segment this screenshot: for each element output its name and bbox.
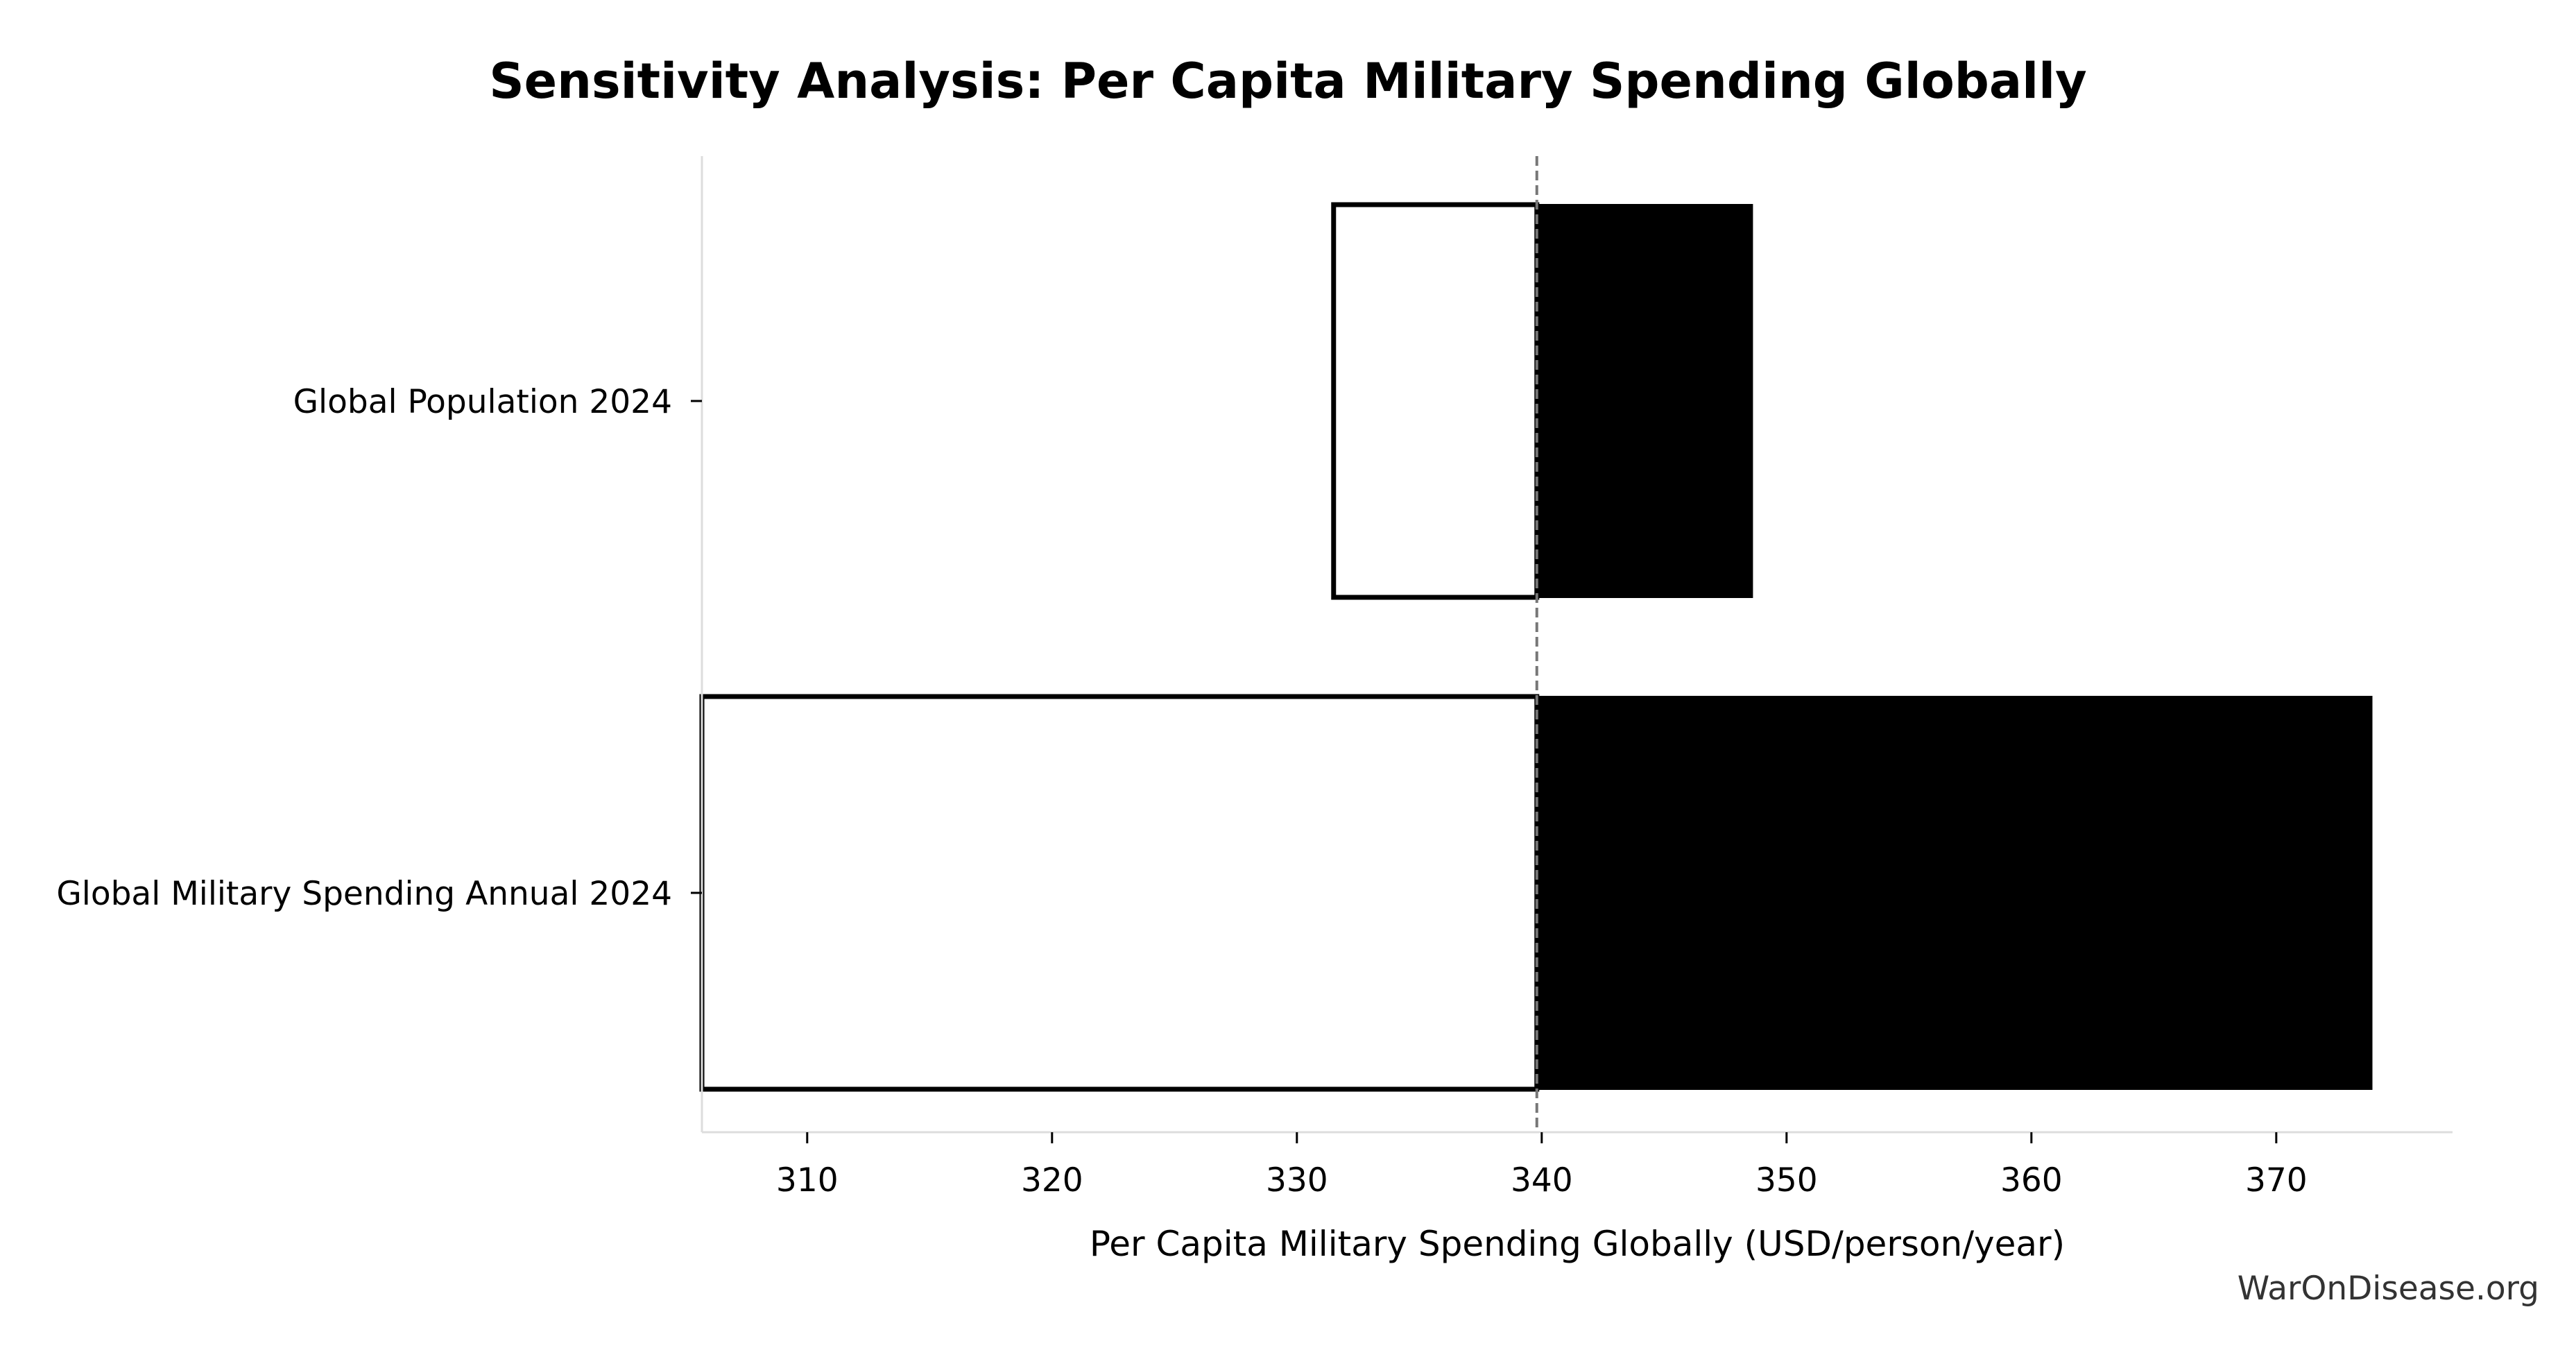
y-category-label-1: Global Military Spending Annual 2024 xyxy=(56,875,672,913)
x-ticks: 310 320 330 340 350 360 370 xyxy=(776,1132,2308,1200)
x-tick-label-2: 330 xyxy=(1266,1161,1328,1200)
x-tick-label-0: 310 xyxy=(776,1161,839,1200)
y-categories: Global Population 2024 Global Military Sp… xyxy=(56,383,702,913)
chart-title: Sensitivity Analysis: Per Capita Militar… xyxy=(489,53,2087,110)
x-tick-label-4: 350 xyxy=(1755,1161,1818,1200)
x-tick-label-1: 320 xyxy=(1021,1161,1083,1200)
x-tick-label-3: 340 xyxy=(1511,1161,1573,1200)
bar-high-1 xyxy=(1536,696,2373,1090)
y-category-label-0: Global Population 2024 xyxy=(293,383,672,421)
watermark-text: WarOnDisease.org xyxy=(2237,1270,2539,1308)
x-tick-label-6: 370 xyxy=(2245,1161,2308,1200)
x-tick-label-5: 360 xyxy=(2000,1161,2063,1200)
bars-layer xyxy=(699,202,2373,1092)
bar-low-0 xyxy=(1331,202,1540,600)
bar-high-0 xyxy=(1536,204,1753,598)
x-axis-label: Per Capita Military Spending Globally (U… xyxy=(1090,1224,2065,1264)
bar-low-1 xyxy=(699,694,1540,1092)
